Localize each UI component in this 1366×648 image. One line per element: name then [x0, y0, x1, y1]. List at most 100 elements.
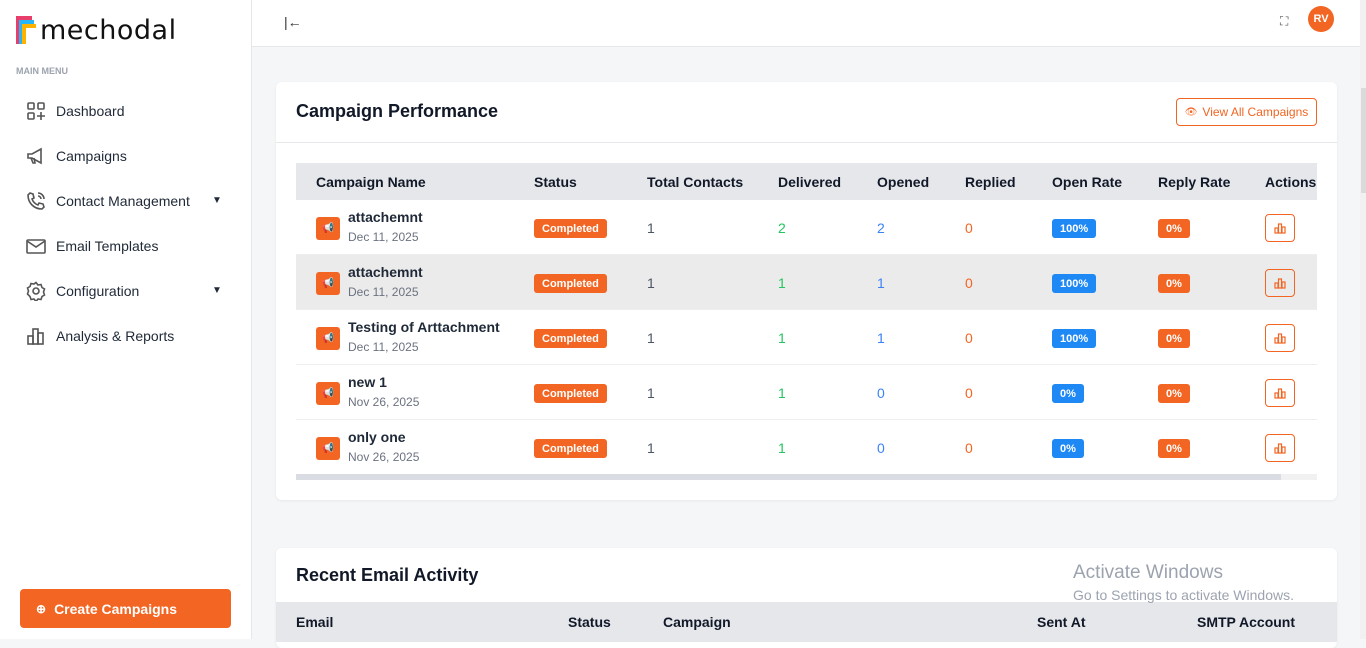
- sidebar-item-dashboard[interactable]: Dashboard: [0, 88, 252, 133]
- column-header: Open Rate: [1052, 174, 1123, 190]
- sidebar-item-label: Analysis & Reports: [56, 327, 175, 344]
- campaign-performance-card: Campaign Performance 👁 View All Campaign…: [276, 82, 1337, 500]
- table-row[interactable]: 📢 Testing of Arttachment Dec 11, 2025 Co…: [296, 310, 1317, 365]
- column-header: Replied: [965, 174, 1016, 190]
- campaign-name[interactable]: new 1: [348, 374, 387, 390]
- delivered-count: 1: [778, 330, 786, 346]
- campaign-name[interactable]: attachemnt: [348, 264, 423, 280]
- column-header: Campaign Name: [316, 174, 426, 190]
- table-row[interactable]: 📢 attachemnt Dec 11, 2025 Completed 1 1 …: [296, 255, 1317, 310]
- campaign-name[interactable]: Testing of Arttachment: [348, 319, 500, 335]
- reply-rate-badge: 0%: [1158, 384, 1190, 403]
- open-rate-badge: 0%: [1052, 439, 1084, 458]
- view-analytics-button[interactable]: [1265, 214, 1295, 242]
- status-badge: Completed: [534, 274, 607, 293]
- view-all-campaigns-button[interactable]: 👁 View All Campaigns: [1176, 98, 1317, 126]
- table-row[interactable]: 📢 new 1 Nov 26, 2025 Completed 1 1 0 0 0…: [296, 365, 1317, 420]
- main-menu-label: MAIN MENU: [16, 66, 68, 76]
- delivered-count: 1: [778, 275, 786, 291]
- sidebar: mechodal MAIN MENU Dashboard Campaigns C…: [0, 0, 252, 639]
- sidebar-item-label: Configuration: [56, 282, 140, 299]
- sidebar-item-label: Dashboard: [56, 102, 125, 119]
- phone-icon: [27, 191, 45, 210]
- column-header: Campaign: [663, 614, 731, 630]
- view-all-label: View All Campaigns: [1202, 105, 1309, 119]
- megaphone-icon: 📢: [316, 217, 340, 240]
- fullscreen-icon[interactable]: ⛶: [1280, 14, 1289, 28]
- page-scrollbar-thumb[interactable]: [1361, 88, 1366, 193]
- column-header: Opened: [877, 174, 930, 190]
- bar-chart-icon: [1274, 443, 1286, 454]
- megaphone-icon: 📢: [316, 327, 340, 350]
- campaign-date: Dec 11, 2025: [348, 340, 419, 354]
- delivered-count: 1: [778, 385, 786, 401]
- campaign-date: Dec 11, 2025: [348, 285, 419, 299]
- column-header: Total Contacts: [647, 174, 744, 190]
- total-contacts: 1: [647, 385, 655, 401]
- open-rate-badge: 100%: [1052, 274, 1097, 293]
- avatar[interactable]: RV: [1308, 6, 1334, 32]
- status-badge: Completed: [534, 384, 607, 403]
- column-header: Email: [296, 614, 334, 630]
- view-analytics-button[interactable]: [1265, 434, 1295, 462]
- replied-count: 0: [965, 275, 973, 291]
- brand-name: mechodal: [40, 15, 177, 46]
- dashboard-icon: [27, 101, 45, 120]
- table-header: Campaign Name Status Total Contacts Deliver…: [296, 163, 1317, 200]
- campaign-date: Nov 26, 2025: [348, 450, 420, 464]
- campaign-date: Dec 11, 2025: [348, 230, 419, 244]
- column-header: Status: [568, 614, 611, 630]
- status-badge: Completed: [534, 329, 607, 348]
- brand-logo[interactable]: mechodal: [16, 14, 177, 46]
- opened-count: 0: [877, 440, 885, 456]
- eye-icon: 👁: [1184, 106, 1198, 118]
- chevron-down-icon[interactable]: ▼: [212, 195, 222, 206]
- table-scrollbar-thumb[interactable]: [296, 474, 1281, 480]
- table-header: Email Status Campaign Sent At SMTP Account: [276, 602, 1337, 642]
- opened-count: 2: [877, 220, 885, 236]
- sidebar-item-contact-management[interactable]: Contact Management ▼: [0, 178, 252, 223]
- megaphone-icon: 📢: [316, 272, 340, 295]
- bar-chart-icon: [1274, 223, 1286, 234]
- view-analytics-button[interactable]: [1265, 324, 1295, 352]
- campaign-name[interactable]: attachemnt: [348, 209, 423, 225]
- sidebar-nav: Dashboard Campaigns Contact Management ▼…: [0, 88, 252, 358]
- top-header: |← ⛶ RV: [252, 0, 1360, 47]
- megaphone-icon: 📢: [316, 437, 340, 460]
- bar-chart-icon: [1274, 278, 1286, 289]
- opened-count: 0: [877, 385, 885, 401]
- total-contacts: 1: [647, 220, 655, 236]
- total-contacts: 1: [647, 275, 655, 291]
- bar-chart-icon: [1274, 388, 1286, 399]
- collapse-sidebar-icon[interactable]: |←: [284, 14, 302, 30]
- total-contacts: 1: [647, 330, 655, 346]
- create-campaigns-label: Create Campaigns: [54, 600, 177, 617]
- campaign-date: Nov 26, 2025: [348, 395, 420, 409]
- sidebar-item-label: Email Templates: [56, 237, 159, 254]
- sidebar-item-configuration[interactable]: Configuration ▼: [0, 268, 252, 313]
- open-rate-badge: 100%: [1052, 219, 1097, 238]
- view-analytics-button[interactable]: [1265, 269, 1295, 297]
- reply-rate-badge: 0%: [1158, 329, 1190, 348]
- replied-count: 0: [965, 385, 973, 401]
- table-row[interactable]: 📢 attachemnt Dec 11, 2025 Completed 1 2 …: [296, 200, 1317, 255]
- column-header: Status: [534, 174, 577, 190]
- create-campaigns-button[interactable]: ⊕ Create Campaigns: [20, 589, 231, 628]
- chevron-down-icon[interactable]: ▼: [212, 285, 222, 296]
- sidebar-item-analysis-reports[interactable]: Analysis & Reports: [0, 313, 252, 358]
- activate-windows-watermark: Activate Windows Go to Settings to activ…: [1073, 562, 1294, 603]
- table-row[interactable]: 📢 only one Nov 26, 2025 Completed 1 1 0 …: [296, 420, 1317, 475]
- reply-rate-badge: 0%: [1158, 219, 1190, 238]
- watermark-subtitle: Go to Settings to activate Windows.: [1073, 587, 1294, 603]
- delivered-count: 2: [778, 220, 786, 236]
- column-header: Actions: [1265, 174, 1317, 190]
- page-scrollbar[interactable]: [1360, 0, 1366, 639]
- divider: [276, 142, 1337, 143]
- sidebar-item-campaigns[interactable]: Campaigns: [0, 133, 252, 178]
- sidebar-item-email-templates[interactable]: Email Templates: [0, 223, 252, 268]
- mail-icon: [26, 238, 46, 254]
- view-analytics-button[interactable]: [1265, 379, 1295, 407]
- bar-chart-icon: [27, 327, 44, 345]
- campaign-name[interactable]: only one: [348, 429, 406, 445]
- column-header: Sent At: [1037, 614, 1086, 630]
